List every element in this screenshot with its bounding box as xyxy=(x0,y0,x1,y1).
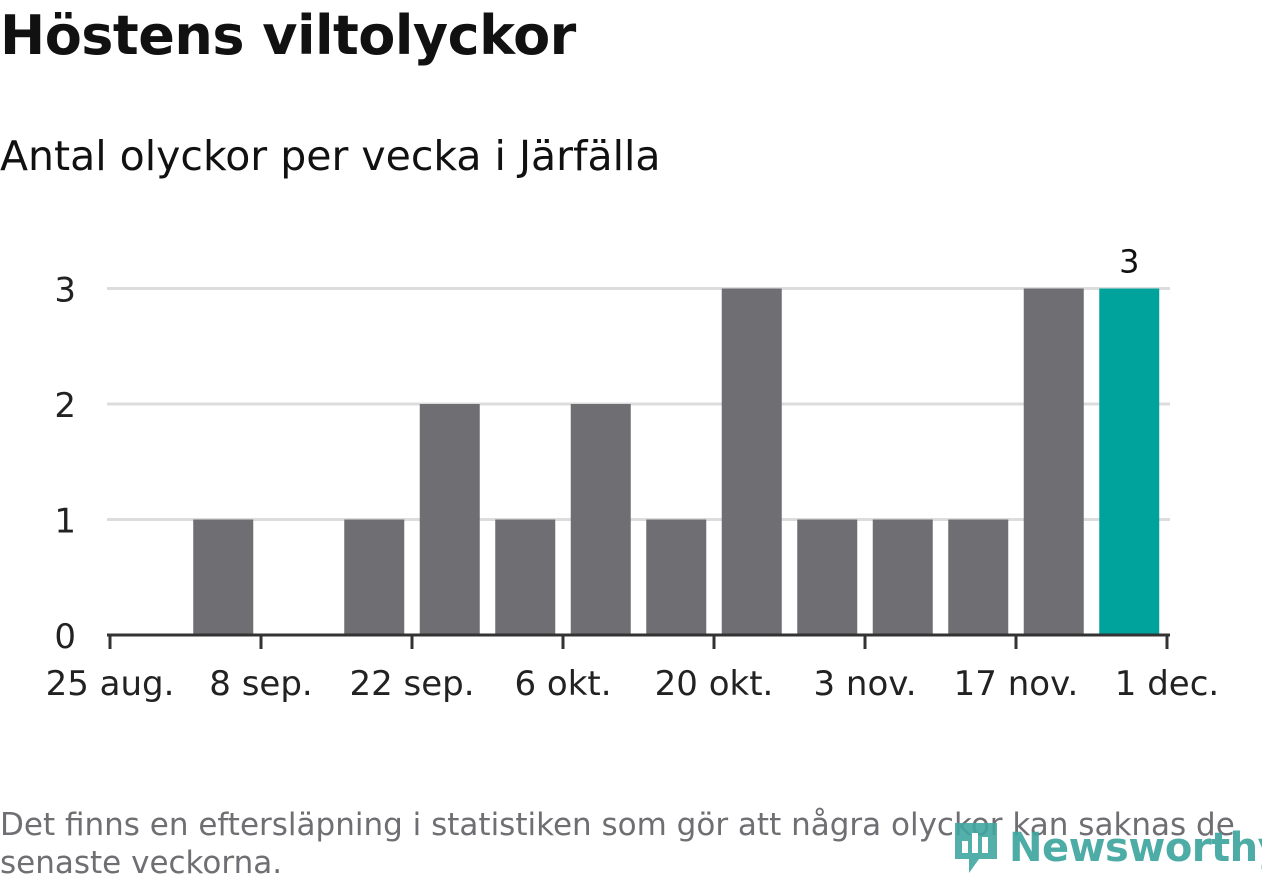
x-tick-label: 8 sep. xyxy=(209,664,312,704)
x-tick-label: 22 sep. xyxy=(349,664,474,704)
newsworthy-logo-icon xyxy=(955,823,997,873)
bar xyxy=(419,404,480,635)
x-tick-label: 17 nov. xyxy=(954,664,1079,704)
bar xyxy=(797,519,858,635)
bar xyxy=(193,519,254,635)
chart-subtitle: Antal olyckor per vecka i Järfälla xyxy=(0,132,661,180)
bar xyxy=(872,519,933,635)
x-axis-ticks: 25 aug. 8 sep. 22 sep. 6 okt. 20 okt. 3 nov. 1… xyxy=(46,635,1219,704)
bar xyxy=(570,404,631,635)
data-label: 3 xyxy=(1119,243,1139,281)
bar-chart: 0 1 2 3 25 aug. 8 sep. 22 sep. 6 okt. 20 okt. 3 … xyxy=(46,243,1220,705)
y-axis-ticks: 0 1 2 3 xyxy=(54,271,76,658)
y-tick-label: 2 xyxy=(54,386,76,426)
grid-lines xyxy=(107,287,1170,521)
x-tick-label: 3 nov. xyxy=(813,664,916,704)
x-tick-label: 25 aug. xyxy=(46,664,175,704)
bar-highlight xyxy=(1099,288,1160,635)
x-tick-label: 1 dec. xyxy=(1115,664,1219,704)
brand-logo: Newsworthy xyxy=(951,816,1262,880)
bar xyxy=(646,519,707,635)
bars xyxy=(193,288,1160,635)
x-tick-label: 6 okt. xyxy=(514,664,611,704)
footnote: Det finns en eftersläpning i statistiken… xyxy=(0,807,1235,881)
bar xyxy=(1023,288,1084,635)
y-tick-label: 1 xyxy=(54,502,76,542)
chart-title: Höstens viltolyckor xyxy=(0,4,576,67)
y-tick-label: 3 xyxy=(54,271,76,311)
brand-name: Newsworthy xyxy=(1009,825,1262,871)
bar xyxy=(495,519,556,635)
bar xyxy=(344,519,405,635)
x-tick-label: 20 okt. xyxy=(655,664,774,704)
data-labels: 3 xyxy=(1119,243,1139,281)
bar xyxy=(948,519,1009,635)
y-tick-label: 0 xyxy=(54,617,76,657)
bar xyxy=(721,288,782,635)
